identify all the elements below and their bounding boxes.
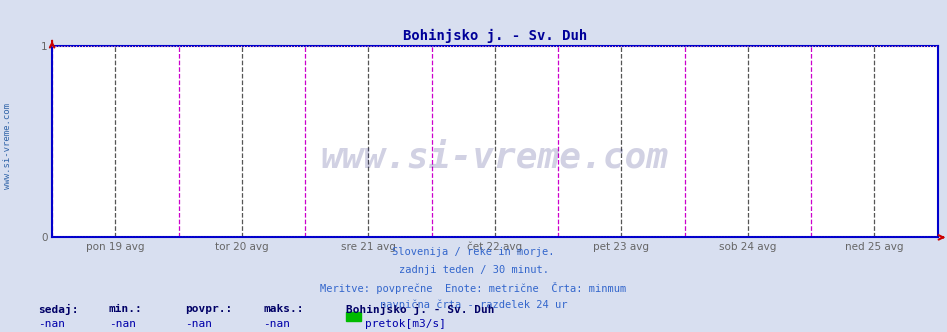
Text: Bohinjsko j. - Sv. Duh: Bohinjsko j. - Sv. Duh — [346, 304, 494, 315]
Text: www.si-vreme.com: www.si-vreme.com — [321, 140, 669, 174]
Text: Slovenija / reke in morje.: Slovenija / reke in morje. — [392, 247, 555, 257]
Text: navpična črta - razdelek 24 ur: navpična črta - razdelek 24 ur — [380, 299, 567, 310]
Text: Meritve: povprečne  Enote: metrične  Črta: minmum: Meritve: povprečne Enote: metrične Črta:… — [320, 282, 627, 294]
Text: -nan: -nan — [263, 319, 291, 329]
Text: -nan: -nan — [38, 319, 65, 329]
Title: Bohinjsko j. - Sv. Duh: Bohinjsko j. - Sv. Duh — [402, 28, 587, 42]
Text: -nan: -nan — [109, 319, 136, 329]
Text: maks.:: maks.: — [263, 304, 304, 314]
Text: www.si-vreme.com: www.si-vreme.com — [3, 103, 12, 189]
Text: zadnji teden / 30 minut.: zadnji teden / 30 minut. — [399, 265, 548, 275]
Text: -nan: -nan — [185, 319, 212, 329]
Text: sedaj:: sedaj: — [38, 304, 79, 315]
Text: povpr.:: povpr.: — [185, 304, 232, 314]
Text: pretok[m3/s]: pretok[m3/s] — [365, 319, 446, 329]
Text: min.:: min.: — [109, 304, 143, 314]
